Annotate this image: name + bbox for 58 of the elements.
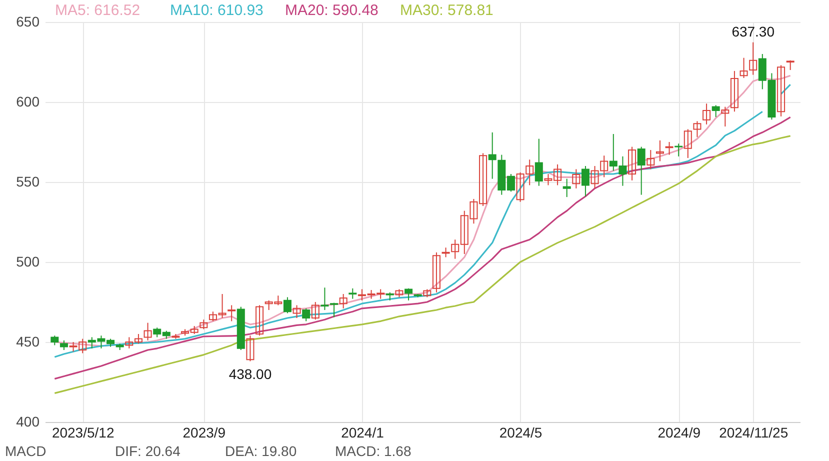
candlestick — [488, 132, 496, 180]
y-tick-label: 550 — [16, 174, 40, 190]
candlestick — [534, 138, 543, 186]
text: MA20: 590.48 — [285, 2, 378, 19]
y-tick-label: 500 — [16, 254, 40, 270]
candlestick — [256, 304, 264, 336]
candlestick — [442, 247, 450, 258]
candlestick — [665, 142, 674, 156]
candlestick — [292, 304, 301, 318]
y-tick-label: 400 — [16, 414, 40, 430]
x-tick-label: 2024/11/25 — [719, 424, 788, 440]
y-tick-label: 650 — [16, 14, 40, 30]
candlestick — [712, 104, 720, 118]
candlestick — [283, 296, 292, 314]
x-tick-label: 2024/9 — [658, 424, 701, 440]
x-tick-label: 2024/5 — [499, 424, 542, 440]
text: MACD — [5, 443, 46, 459]
candlestick — [637, 146, 646, 196]
y-tick-label: 600 — [16, 94, 40, 110]
candlestick — [50, 335, 59, 346]
y-tick-label: 450 — [16, 334, 40, 350]
candlestick — [228, 304, 236, 322]
text: MACD: 1.68 — [335, 443, 412, 459]
text: MA30: 578.81 — [400, 2, 494, 19]
candlestick — [562, 178, 571, 198]
candlestick — [656, 140, 664, 162]
candlestick — [684, 128, 692, 158]
text: DEA: 19.80 — [225, 443, 297, 459]
annotation: 637.30 — [732, 23, 775, 40]
candlestick — [572, 168, 580, 189]
text: MA5: 616.52 — [55, 2, 140, 19]
candlestick — [702, 103, 711, 125]
candlestick — [60, 340, 68, 350]
candlestick — [786, 60, 794, 70]
annotation: 438.00 — [228, 366, 272, 382]
candlestick — [646, 150, 655, 170]
candlestick — [740, 57, 748, 78]
x-tick-label: 2024/1 — [341, 424, 384, 440]
x-tick-label: 2023/9 — [182, 424, 226, 440]
candlestick — [311, 302, 320, 320]
candlestick — [674, 143, 683, 157]
candlestick — [730, 70, 738, 112]
candlestick — [777, 64, 786, 117]
candlestick — [339, 294, 348, 309]
candlestick — [721, 106, 730, 127]
candlestick — [432, 252, 440, 293]
candlestick — [144, 322, 152, 341]
candlestick — [200, 319, 208, 330]
candlestick — [693, 120, 702, 138]
candlestick — [749, 42, 758, 76]
candlestick — [302, 308, 310, 322]
text: MA10: 610.93 — [170, 2, 264, 19]
candlestick — [348, 288, 357, 300]
candlestick — [246, 335, 254, 362]
candlestick — [628, 146, 636, 181]
x-tick-label: 2023/5/12 — [52, 424, 114, 440]
candlestick — [581, 166, 590, 197]
text: DIF: 20.64 — [115, 443, 181, 459]
